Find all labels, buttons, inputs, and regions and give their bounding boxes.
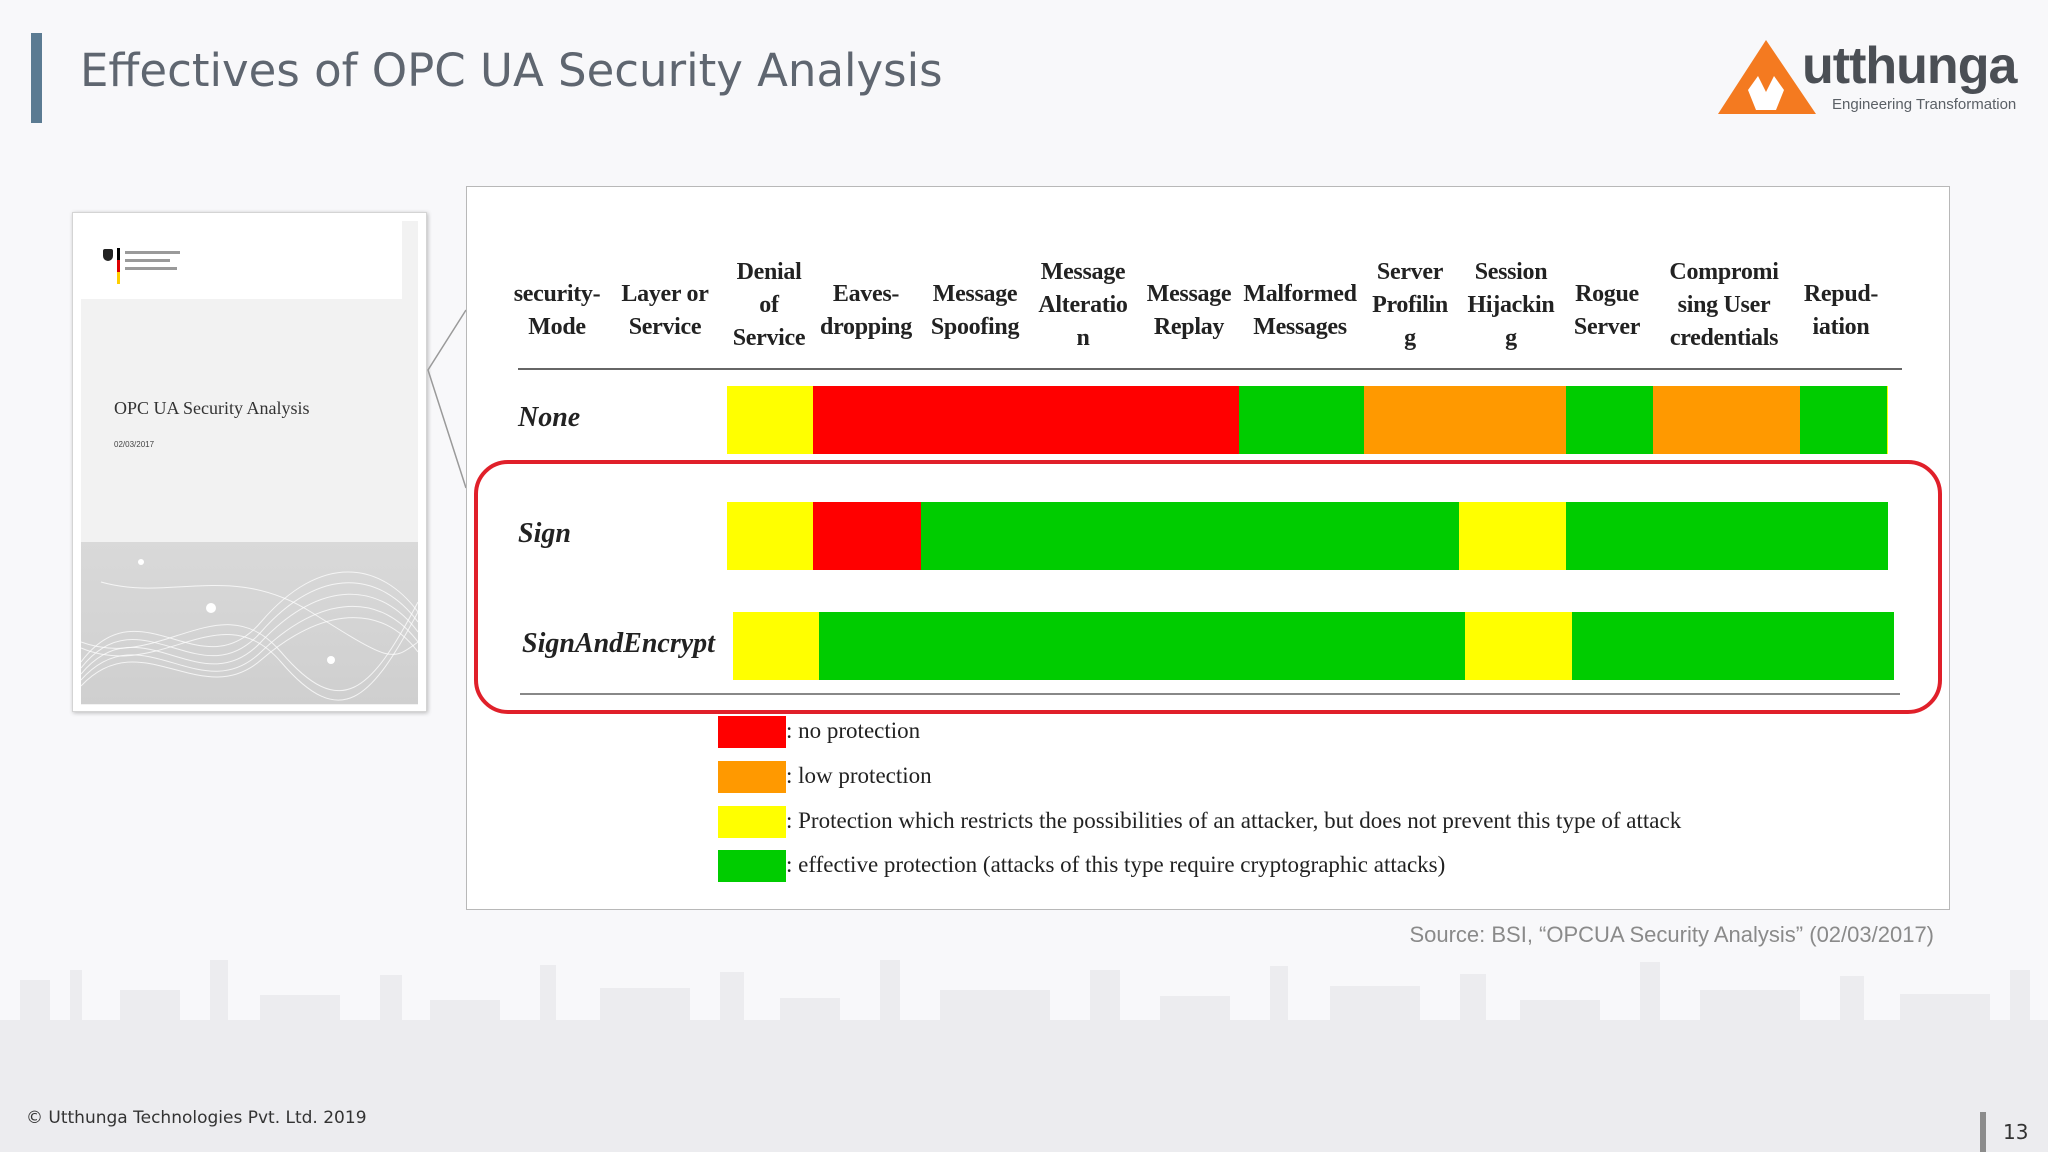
cover-title: OPC UA Security Analysis: [114, 398, 310, 418]
industrial-skyline-watermark: [0, 960, 2048, 1152]
protection-cell: [733, 612, 820, 680]
protection-cell: [921, 502, 1031, 570]
column-header: Denial of Service: [732, 259, 806, 351]
protection-bar-row: [0, 386, 2048, 454]
legend-text: : effective protection (attacks of this …: [786, 852, 1446, 877]
protection-cell: [1887, 502, 1888, 570]
sign-rows-highlight: [474, 460, 1942, 714]
legend-text: : low protection: [786, 763, 932, 788]
protection-bar-row: [0, 502, 2048, 570]
federal-eagle-icon: [103, 249, 113, 261]
protection-cell: [1030, 502, 1139, 570]
legend-text: : no protection: [786, 718, 921, 743]
page-number: 13: [2003, 1120, 2029, 1144]
title-accent-bar: [31, 33, 42, 123]
legend-text: : Protection which restricts the possibi…: [786, 808, 1682, 833]
protection-cell: [927, 612, 1037, 680]
cover-header: [81, 221, 402, 299]
column-header: Layer or Service: [621, 281, 709, 340]
logo-wordmark: utthunga: [1802, 37, 2017, 95]
protection-cell: [1239, 502, 1365, 570]
protection-cell: [921, 386, 1031, 454]
protection-cell: [1653, 386, 1801, 454]
protection-cell: [813, 502, 922, 570]
legend-swatch: [718, 850, 786, 882]
protection-cell: [1239, 386, 1365, 454]
protection-cell: [819, 612, 928, 680]
german-flag-icon: [117, 248, 120, 284]
protection-cell: [1806, 612, 1894, 680]
protection-cell: [1800, 386, 1888, 454]
protection-cell: [1036, 612, 1145, 680]
cover-header-text-lines: [125, 251, 180, 275]
protection-cell: [1138, 386, 1240, 454]
cover-date: 02/03/2017: [114, 440, 155, 449]
legend-swatch: [718, 761, 786, 793]
column-header: Repud- iation: [1803, 281, 1879, 340]
legend-swatch: [718, 716, 786, 748]
column-header: Server Profilin g: [1372, 259, 1448, 351]
header-rule: [518, 368, 1902, 370]
protection-cell: [1138, 502, 1240, 570]
protection-cell: [1653, 502, 1801, 570]
protection-cell: [1245, 612, 1371, 680]
copyright-notice: © Utthunga Technologies Pvt. Ltd. 2019: [26, 1108, 367, 1128]
protection-bar-row: [0, 612, 2048, 680]
protection-cell: [727, 502, 814, 570]
legend-swatch: [718, 806, 786, 838]
page-title: Effectives of OPC UA Security Analysis: [80, 44, 943, 97]
protection-cell: [1572, 612, 1660, 680]
column-header: Message Alteratio n: [1038, 259, 1128, 351]
column-header: Session Hijackin g: [1467, 259, 1555, 351]
column-header: Message Spoofing: [930, 281, 1020, 340]
utthunga-logo-mark-icon: [1718, 40, 1816, 114]
protection-cell: [813, 386, 922, 454]
protection-cell: [1370, 612, 1466, 680]
logo-tagline: Engineering Transformation: [1832, 96, 2017, 113]
protection-cell: [1030, 386, 1139, 454]
protection-cell: [1459, 502, 1567, 570]
column-header: Compromi sing User credentials: [1669, 259, 1779, 351]
protection-cell: [1364, 386, 1460, 454]
column-header: security- Mode: [513, 281, 601, 340]
protection-cell: [1800, 502, 1888, 570]
protection-cell: [1887, 386, 1888, 454]
cover-wave-artwork: [81, 542, 418, 704]
security-mode-label: SignAndEncrypt: [522, 628, 715, 659]
protection-cell: [1364, 502, 1460, 570]
protection-cell: [1465, 612, 1573, 680]
column-header: Message Replay: [1146, 281, 1232, 340]
column-header: Malformed Messages: [1243, 281, 1357, 340]
security-mode-label: None: [518, 402, 581, 433]
protection-cell: [1144, 612, 1246, 680]
protection-cell: [1566, 386, 1654, 454]
protection-cell: [1566, 502, 1654, 570]
source-citation: Source: BSI, “OPCUA Security Analysis” (…: [1409, 922, 1934, 947]
table-bottom-rule: [520, 693, 1900, 695]
security-mode-label: Sign: [518, 518, 571, 549]
protection-cell: [1893, 612, 1894, 680]
column-header: Eaves- dropping: [820, 281, 912, 340]
page-number-bar: [1980, 1112, 1986, 1152]
protection-cell: [1459, 386, 1567, 454]
protection-cell: [727, 386, 814, 454]
column-header: Rogue Server: [1573, 281, 1641, 340]
company-logo: utthunga Engineering Transformation: [1718, 37, 2018, 118]
protection-cell: [1659, 612, 1807, 680]
